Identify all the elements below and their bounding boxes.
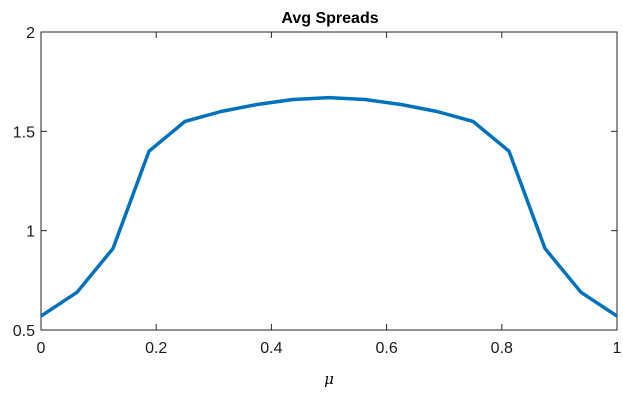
y-tick-label: 0.5 xyxy=(13,323,35,340)
x-tick-label: 0.2 xyxy=(145,340,167,357)
chart-title: Avg Spreads xyxy=(281,10,378,27)
x-tick-label: 0.6 xyxy=(375,340,397,357)
y-tick-label: 2 xyxy=(26,25,35,42)
x-tick-label: 0 xyxy=(37,340,46,357)
x-tick-label: 0.8 xyxy=(491,340,513,357)
series-line xyxy=(40,95,618,318)
plot-area xyxy=(40,31,618,331)
series-group xyxy=(40,95,618,318)
y-tick-label: 1 xyxy=(26,224,35,241)
x-axis-label: μ xyxy=(324,370,334,388)
x-tick-label: 1 xyxy=(613,340,622,357)
y-tick-label: 1.5 xyxy=(13,124,35,141)
x-tick-label: 0.4 xyxy=(260,340,282,357)
axis-ticks: 0 0.2 0.4 0.6 0.8 1 0.5 1 1.5 2 xyxy=(13,25,622,357)
